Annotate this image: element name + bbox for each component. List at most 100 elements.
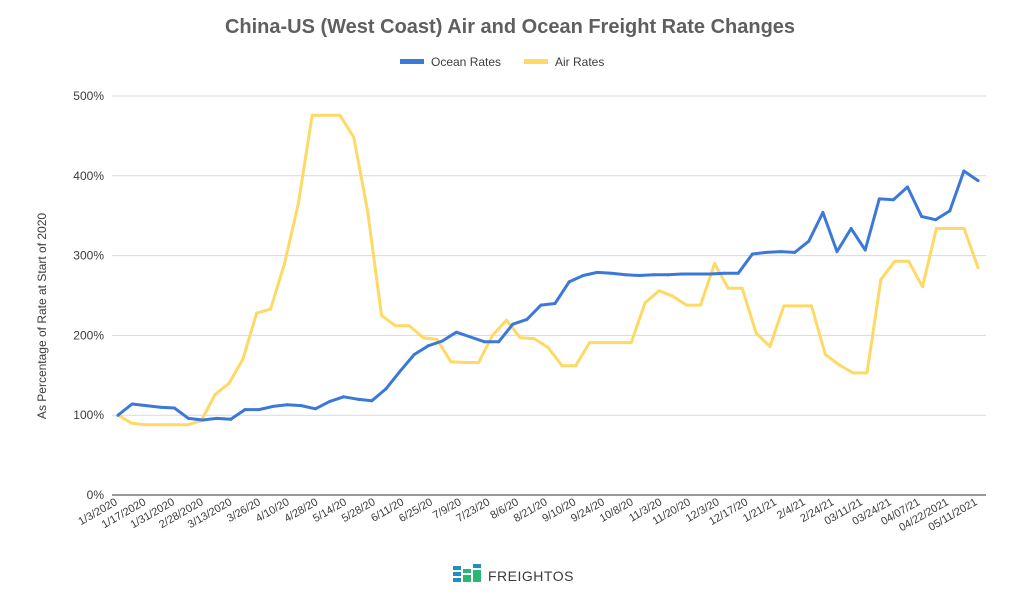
legend-swatch-air — [524, 59, 548, 64]
data-point — [380, 313, 383, 317]
data-point — [172, 423, 175, 427]
data-point — [740, 286, 744, 290]
series-air-rates — [116, 113, 980, 427]
data-point — [713, 262, 716, 266]
data-point — [849, 227, 853, 230]
data-point — [877, 197, 881, 201]
data-point — [158, 423, 162, 427]
data-point — [624, 273, 627, 277]
data-point — [144, 404, 148, 408]
data-point — [440, 339, 444, 343]
data-point — [754, 331, 758, 335]
data-point — [879, 278, 883, 281]
data-point — [463, 361, 467, 364]
data-point — [851, 371, 855, 375]
data-point — [906, 185, 909, 189]
data-point — [615, 341, 619, 345]
data-point — [736, 271, 740, 275]
freightos-logo-icon — [453, 564, 481, 582]
data-point — [574, 364, 578, 368]
data-point — [629, 341, 633, 345]
chart-title: China-US (West Coast) Air and Ocean Frei… — [225, 16, 795, 38]
data-point — [750, 252, 754, 256]
data-point — [241, 357, 245, 361]
series-ocean-rates — [116, 169, 980, 422]
data-point — [934, 218, 938, 222]
data-point — [920, 215, 924, 218]
data-point — [643, 301, 647, 305]
y-tick-label: 200% — [73, 328, 104, 342]
data-point — [837, 363, 841, 367]
data-point — [407, 324, 411, 328]
series-lines — [116, 113, 980, 427]
data-point — [243, 408, 247, 412]
data-point — [671, 294, 675, 298]
data-point — [201, 418, 205, 422]
data-point — [144, 423, 148, 427]
data-point — [962, 227, 966, 230]
freightos-logo-text: FREIGHTOS — [488, 568, 574, 584]
data-point — [976, 179, 980, 183]
data-point — [793, 250, 797, 254]
data-point — [370, 399, 374, 403]
legend-label-air: Air Rates — [555, 55, 604, 69]
data-point — [685, 303, 689, 307]
data-point — [518, 336, 522, 340]
data-point — [257, 408, 261, 412]
data-point — [722, 271, 726, 275]
data-point — [310, 113, 314, 117]
data-point — [525, 317, 529, 321]
data-point — [185, 423, 189, 427]
freightos-logo: FREIGHTOS — [453, 564, 574, 584]
data-point — [454, 330, 458, 334]
data-point — [426, 344, 430, 348]
data-point — [491, 333, 494, 337]
x-tick-label: 7/23/20 — [454, 496, 492, 525]
data-point — [581, 274, 585, 277]
data-point — [229, 417, 233, 421]
data-point — [810, 304, 813, 308]
legend: Ocean Rates Air Rates — [400, 55, 604, 69]
data-point — [477, 361, 481, 364]
data-point — [324, 113, 328, 117]
data-point — [779, 250, 783, 254]
data-point — [907, 259, 911, 263]
data-point — [666, 273, 670, 277]
data-point — [227, 381, 231, 385]
data-point — [255, 311, 259, 315]
data-point — [449, 360, 453, 364]
data-point — [726, 286, 730, 290]
data-point — [342, 395, 346, 399]
data-point — [511, 322, 515, 326]
data-point — [338, 113, 342, 117]
data-point — [609, 271, 613, 275]
data-point — [863, 248, 867, 252]
data-point — [532, 337, 536, 341]
data-point — [768, 345, 772, 349]
data-point — [921, 285, 924, 289]
y-tick-label: 400% — [73, 169, 104, 183]
data-point — [271, 404, 275, 408]
data-point — [865, 371, 869, 375]
data-point — [782, 304, 786, 308]
gridlines — [112, 95, 986, 496]
x-tick-label: 6/25/20 — [397, 496, 435, 525]
legend-label-ocean: Ocean Rates — [431, 55, 501, 69]
data-point — [602, 341, 605, 345]
data-point — [680, 272, 684, 276]
data-point — [821, 211, 825, 214]
data-point — [504, 318, 508, 322]
data-point — [553, 302, 557, 305]
data-point — [948, 227, 952, 230]
data-point — [130, 402, 134, 406]
data-point — [657, 289, 661, 293]
data-point — [948, 209, 952, 213]
data-point — [130, 421, 134, 425]
data-point — [328, 400, 331, 404]
data-point — [158, 405, 162, 409]
data-point — [215, 416, 219, 420]
legend-swatch-ocean — [400, 59, 424, 64]
data-point — [384, 387, 388, 391]
data-point — [891, 198, 895, 202]
